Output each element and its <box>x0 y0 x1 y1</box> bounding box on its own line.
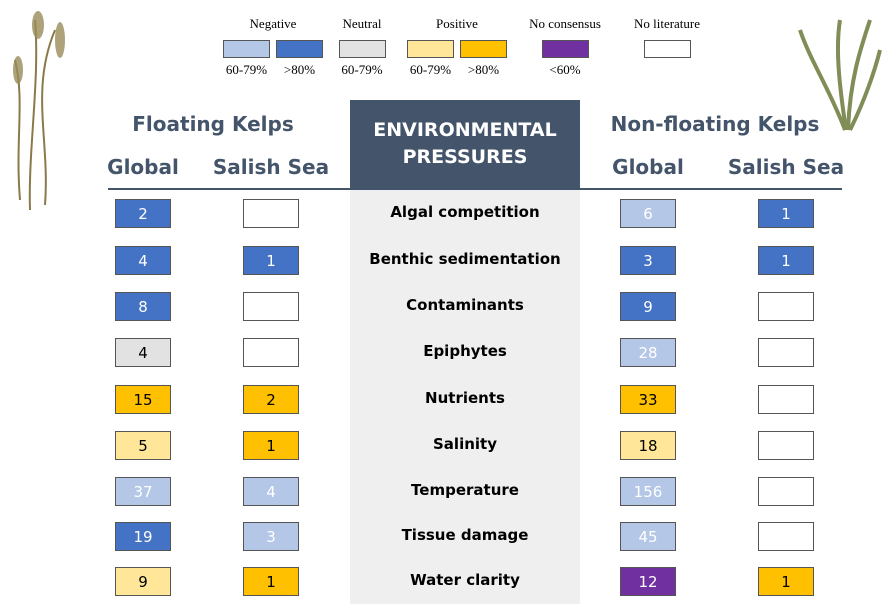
count-cell: 9 <box>115 567 171 596</box>
pressure-label: Nutrients <box>350 389 580 407</box>
count-cell <box>758 292 814 321</box>
count-cell <box>758 338 814 367</box>
column-header: Global <box>73 155 213 179</box>
count-cell: 3 <box>620 246 676 275</box>
pressure-label: Temperature <box>350 481 580 499</box>
legend-swatch-label: >80% <box>450 62 517 78</box>
count-cell: 156 <box>620 477 676 506</box>
count-cell: 8 <box>115 292 171 321</box>
legend-swatch-label: >80% <box>266 62 333 78</box>
count-cell: 1 <box>243 246 299 275</box>
count-cell: 5 <box>115 431 171 460</box>
count-cell <box>758 522 814 551</box>
header-rule <box>108 188 842 190</box>
count-cell: 1 <box>758 246 814 275</box>
pressure-label: Epiphytes <box>350 342 580 360</box>
count-cell: 4 <box>115 338 171 367</box>
count-cell <box>243 199 299 228</box>
figure: ENVIRONMENTAL PRESSURES Floating Kelps N… <box>0 0 883 604</box>
legend-swatch <box>644 40 691 58</box>
legend-group-label: No literature <box>607 16 727 32</box>
pressure-label: Salinity <box>350 435 580 453</box>
count-cell: 45 <box>620 522 676 551</box>
count-cell: 18 <box>620 431 676 460</box>
count-cell: 2 <box>115 199 171 228</box>
count-cell: 4 <box>115 246 171 275</box>
count-cell: 3 <box>243 522 299 551</box>
legend-swatch <box>223 40 270 58</box>
pressure-label: Water clarity <box>350 571 580 589</box>
center-header: ENVIRONMENTAL PRESSURES <box>350 100 580 188</box>
count-cell: 4 <box>243 477 299 506</box>
legend-swatch <box>339 40 386 58</box>
count-cell <box>243 338 299 367</box>
legend-swatch-label: <60% <box>532 62 599 78</box>
legend-group-label: Positive <box>397 16 517 32</box>
pressure-label: Tissue damage <box>350 526 580 544</box>
count-cell: 12 <box>620 567 676 596</box>
column-header: Global <box>578 155 718 179</box>
legend-swatch-label: 60-79% <box>329 62 396 78</box>
pressure-label: Contaminants <box>350 296 580 314</box>
pressure-label: Benthic sedimentation <box>350 250 580 268</box>
column-header: Salish Sea <box>716 155 856 179</box>
legend-swatch <box>542 40 589 58</box>
count-cell: 19 <box>115 522 171 551</box>
legend-swatch <box>407 40 454 58</box>
count-cell: 15 <box>115 385 171 414</box>
count-cell: 2 <box>243 385 299 414</box>
count-cell: 6 <box>620 199 676 228</box>
count-cell: 28 <box>620 338 676 367</box>
count-cell: 1 <box>758 199 814 228</box>
pressure-label: Algal competition <box>350 203 580 221</box>
count-cell: 1 <box>758 567 814 596</box>
left-header: Floating Kelps <box>103 112 323 136</box>
count-cell <box>758 477 814 506</box>
count-cell: 9 <box>620 292 676 321</box>
count-cell <box>243 292 299 321</box>
count-cell: 33 <box>620 385 676 414</box>
column-header: Salish Sea <box>201 155 341 179</box>
count-cell: 37 <box>115 477 171 506</box>
count-cell: 1 <box>243 431 299 460</box>
count-cell <box>758 431 814 460</box>
count-cell <box>758 385 814 414</box>
legend-swatch <box>460 40 507 58</box>
legend-swatch <box>276 40 323 58</box>
right-header: Non-floating Kelps <box>605 112 825 136</box>
count-cell: 1 <box>243 567 299 596</box>
